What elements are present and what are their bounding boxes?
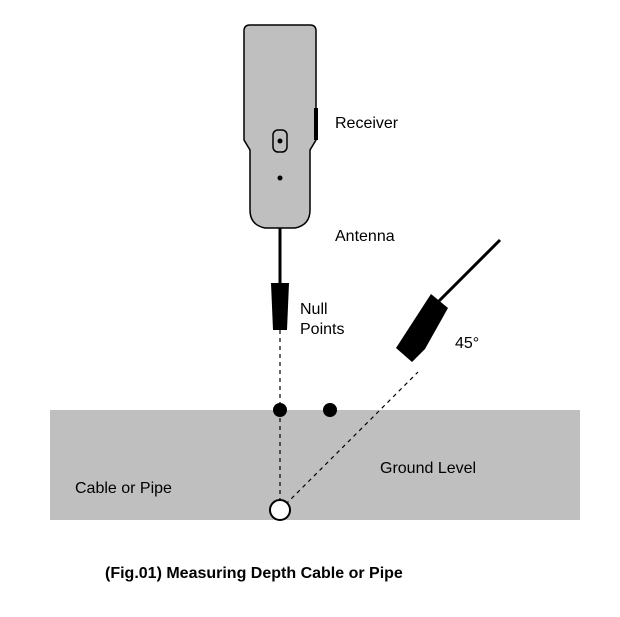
null-point-2 (323, 403, 337, 417)
null-points-label: Null Points (300, 300, 344, 340)
angled-probe (396, 240, 500, 362)
receiver-device (244, 25, 316, 330)
cable-or-pipe-label: Cable or Pipe (75, 480, 172, 498)
receiver-label: Receiver (335, 115, 398, 133)
ground-rect (50, 410, 580, 520)
angle-45-label: 45° (455, 335, 479, 353)
antenna-label: Antenna (335, 228, 395, 246)
null-point-1 (273, 403, 287, 417)
ground-level-label: Ground Level (380, 460, 476, 478)
figure-caption: (Fig.01) Measuring Depth Cable or Pipe (105, 565, 403, 583)
pipe-icon (270, 500, 290, 520)
